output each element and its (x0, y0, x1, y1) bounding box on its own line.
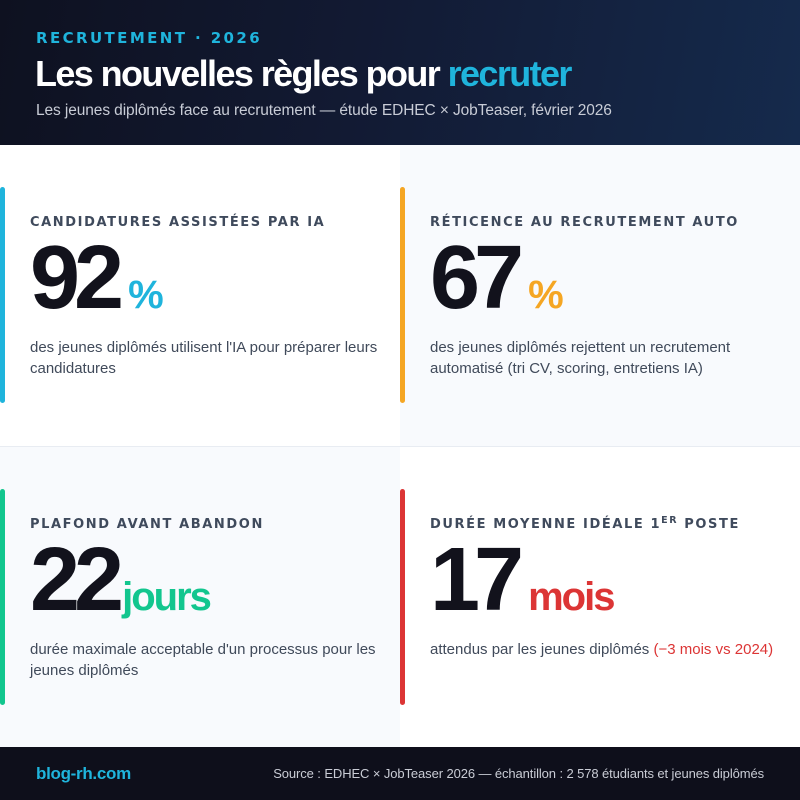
stats-grid: CANDIDATURES ASSISTÉES PAR IA 92% des je… (0, 145, 800, 747)
stat-label: DURÉE MOYENNE IDÉALE 1ER POSTE (430, 515, 740, 532)
accent-bar (0, 187, 5, 403)
stat-description: des jeunes diplômés rejettent un recrute… (430, 339, 731, 377)
title-accent: recruter (447, 53, 573, 94)
stat-card-first-job-duration: DURÉE MOYENNE IDÉALE 1ER POSTE 17 mois at… (400, 446, 800, 747)
stat-figure: 17 mois (430, 530, 615, 630)
stat-value: 67 (430, 228, 524, 328)
stat-value: 17 (430, 530, 524, 630)
stat-label: PLAFOND AVANT ABANDON (30, 517, 264, 532)
brand-link[interactable]: blog-rh.com (36, 764, 131, 783)
page-title: Les nouvelles règles pour recruter (35, 53, 573, 95)
footer: blog-rh.com Source : EDHEC × JobTeaser 2… (0, 747, 800, 800)
stat-label: CANDIDATURES ASSISTÉES PAR IA (30, 215, 326, 230)
accent-bar (400, 187, 405, 403)
description-highlight: (−3 mois vs 2024) (653, 641, 774, 658)
stat-description: attendus par les jeunes diplômés (−3 moi… (430, 639, 780, 660)
stat-unit: % (128, 273, 164, 317)
description-text: attendus par les jeunes diplômés (430, 641, 654, 658)
subtitle: Les jeunes diplômés face au recrutement … (36, 102, 612, 119)
stat-unit: mois (528, 575, 615, 619)
stat-value: 92 (30, 228, 124, 328)
stat-figure: 67% (430, 233, 564, 323)
overline: RECRUTEMENT · 2026 (36, 29, 263, 47)
stat-card-ai-applications: CANDIDATURES ASSISTÉES PAR IA 92% des je… (0, 145, 400, 446)
stat-card-abandon-threshold: PLAFOND AVANT ABANDON 22 jours durée maxi… (0, 446, 400, 747)
accent-bar (0, 489, 5, 705)
stat-card-auto-recruitment: RÉTICENCE AU RECRUTEMENT AUTO 67% des je… (400, 145, 800, 446)
stat-value: 22 (30, 530, 124, 630)
stat-figure: 22 jours (30, 530, 212, 630)
stat-unit: jours (122, 575, 212, 619)
label-text: POSTE (678, 517, 740, 532)
header: RECRUTEMENT · 2026 Les nouvelles règles … (0, 0, 800, 145)
stat-description: des jeunes diplômés utilisent l'IA pour … (30, 339, 378, 377)
title-main: Les nouvelles règles pour (35, 53, 448, 94)
stat-figure: 92% (30, 233, 164, 323)
label-superscript: ER (661, 515, 679, 526)
stat-description: durée maximale acceptable d'un processus… (30, 641, 376, 679)
stat-label: RÉTICENCE AU RECRUTEMENT AUTO (430, 215, 739, 230)
accent-bar (400, 489, 405, 705)
stat-unit: % (528, 273, 564, 317)
label-text: DURÉE MOYENNE IDÉALE 1 (430, 517, 662, 532)
source-note: Source : EDHEC × JobTeaser 2026 — échant… (273, 766, 764, 781)
